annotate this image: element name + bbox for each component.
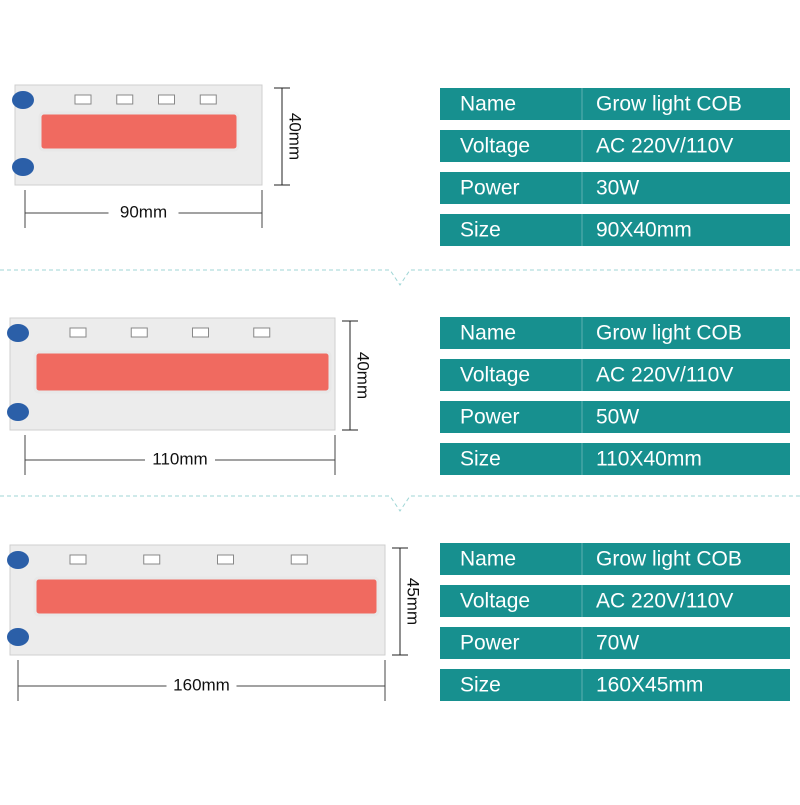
spec-row: [440, 627, 790, 659]
component: [69, 554, 87, 565]
component: [192, 327, 209, 338]
component: [253, 327, 271, 338]
capacitor: [12, 158, 34, 176]
spec-row: [440, 359, 790, 391]
spec-label: Voltage: [460, 590, 530, 613]
spec-row: [440, 443, 790, 475]
component: [158, 94, 175, 105]
spec-value: Grow light COB: [596, 548, 742, 571]
spec-label: Power: [460, 632, 520, 655]
spec-label: Name: [460, 93, 516, 116]
component: [69, 327, 87, 338]
spec-label: Name: [460, 548, 516, 571]
spec-value: Grow light COB: [596, 93, 742, 116]
component: [199, 94, 217, 105]
spec-value: Grow light COB: [596, 322, 742, 345]
width-label: 110mm: [152, 449, 207, 468]
led-area: [38, 111, 240, 152]
capacitor: [7, 324, 29, 342]
component: [74, 94, 92, 105]
component: [290, 554, 308, 565]
component: [130, 327, 148, 338]
capacitor: [7, 403, 29, 421]
spec-row: [440, 214, 790, 246]
spec-label: Voltage: [460, 364, 530, 387]
spec-value: AC 220V/110V: [596, 364, 733, 387]
width-label: 90mm: [120, 202, 167, 221]
spec-value: 70W: [596, 632, 639, 655]
component: [116, 94, 134, 105]
spec-label: Size: [460, 219, 501, 242]
spec-label: Size: [460, 674, 501, 697]
led-area: [33, 576, 380, 617]
height-label: 45mm: [404, 578, 423, 625]
spec-label: Size: [460, 448, 501, 471]
spec-value: 30W: [596, 177, 639, 200]
spec-row: [440, 543, 790, 575]
spec-value: 90X40mm: [596, 219, 692, 242]
spec-label: Name: [460, 322, 516, 345]
spec-row: [440, 585, 790, 617]
spec-row: [440, 401, 790, 433]
led-area: [33, 350, 332, 394]
separator: [0, 269, 800, 512]
spec-row: [440, 669, 790, 701]
spec-value: 50W: [596, 406, 639, 429]
spec-row: [440, 172, 790, 204]
spec-label: Voltage: [460, 135, 530, 158]
component: [143, 554, 161, 565]
capacitor: [12, 91, 34, 109]
spec-value: AC 220V/110V: [596, 590, 733, 613]
spec-row: [440, 88, 790, 120]
component: [217, 554, 234, 565]
spec-value: AC 220V/110V: [596, 135, 733, 158]
height-label: 40mm: [286, 113, 305, 160]
capacitor: [7, 551, 29, 569]
spec-value: 160X45mm: [596, 674, 703, 697]
spec-value: 110X40mm: [596, 448, 702, 471]
capacitor: [7, 628, 29, 646]
spec-label: Power: [460, 406, 520, 429]
spec-row: [440, 317, 790, 349]
width-label: 160mm: [173, 675, 230, 694]
spec-row: [440, 130, 790, 162]
spec-label: Power: [460, 177, 520, 200]
height-label: 40mm: [354, 352, 373, 399]
